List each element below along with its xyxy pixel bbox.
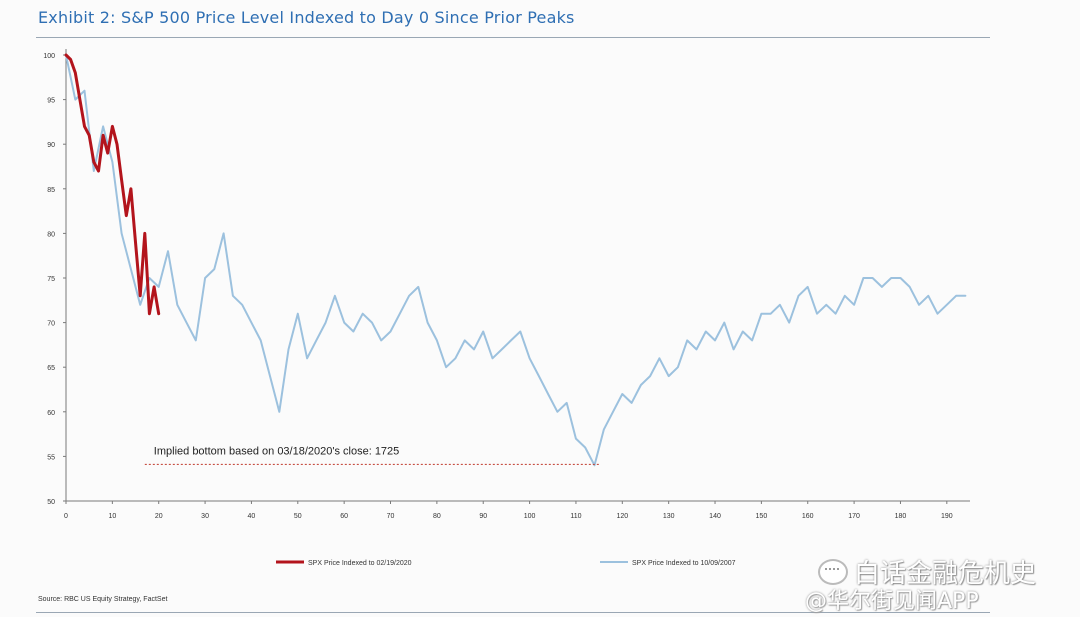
chart-annotations: Implied bottom based on 03/18/2020's clo… bbox=[144, 445, 600, 465]
x-tick-label: 90 bbox=[479, 513, 487, 520]
chart-legend: SPX Price Indexed to 02/19/2020 SPX Price… bbox=[276, 560, 736, 567]
y-tick-label: 75 bbox=[47, 276, 55, 283]
title-divider bbox=[36, 37, 990, 38]
series-line-2008 bbox=[65, 54, 967, 467]
y-tick-label: 95 bbox=[47, 98, 55, 105]
x-tick-label: 70 bbox=[387, 513, 395, 520]
series-line-2020 bbox=[64, 53, 161, 316]
chart-series bbox=[64, 53, 967, 467]
source-note: Source: RBC US Equity Strategy, FactSet bbox=[38, 596, 168, 603]
x-tick-label: 120 bbox=[616, 513, 628, 520]
y-tick-label: 85 bbox=[47, 187, 55, 194]
x-tick-label: 160 bbox=[802, 513, 814, 520]
y-tick-label: 60 bbox=[47, 410, 55, 417]
bottom-divider bbox=[36, 612, 990, 613]
x-tick-label: 80 bbox=[433, 513, 441, 520]
x-tick-label: 40 bbox=[248, 513, 256, 520]
x-tick-label: 10 bbox=[108, 513, 116, 520]
y-tick-label: 65 bbox=[47, 365, 55, 372]
y-tick-label: 80 bbox=[47, 231, 55, 238]
y-tick-label: 50 bbox=[47, 499, 55, 506]
chart-axes: 50 55 60 65 70 75 80 85 90 95 100 0 10 20 30 40 50 60 70 80… bbox=[43, 49, 970, 520]
x-tick-label: 150 bbox=[756, 513, 768, 520]
watermark-handle: @华尔街见闻APP bbox=[805, 589, 979, 614]
y-tick-label: 70 bbox=[47, 321, 55, 328]
y-tick-label: 100 bbox=[43, 53, 55, 60]
chart-title: Exhibit 2: S&P 500 Price Level Indexed t… bbox=[38, 8, 575, 27]
implied-bottom-label: Implied bottom based on 03/18/2020's clo… bbox=[154, 445, 399, 457]
legend-label: SPX Price Indexed to 10/09/2007 bbox=[632, 560, 736, 567]
x-tick-label: 50 bbox=[294, 513, 302, 520]
x-tick-label: 170 bbox=[848, 513, 860, 520]
x-tick-label: 110 bbox=[570, 513, 581, 520]
y-tick-label: 55 bbox=[47, 454, 55, 461]
x-tick-label: 60 bbox=[340, 513, 348, 520]
x-tick-label: 0 bbox=[64, 513, 68, 520]
x-tick-label: 140 bbox=[709, 513, 721, 520]
legend-label: SPX Price Indexed to 02/19/2020 bbox=[308, 560, 412, 567]
x-tick-label: 130 bbox=[663, 513, 675, 520]
x-tick-label: 20 bbox=[155, 513, 163, 520]
x-tick-label: 100 bbox=[524, 513, 536, 520]
chat-bubble-icon bbox=[818, 558, 848, 585]
watermark-text: 白话金融危机史 bbox=[854, 559, 1037, 589]
x-tick-label: 30 bbox=[201, 513, 209, 520]
y-tick-label: 90 bbox=[47, 142, 55, 149]
x-tick-label: 180 bbox=[895, 513, 907, 520]
watermark-brand: 白话金融危机史 bbox=[818, 553, 1036, 590]
x-tick-label: 190 bbox=[941, 513, 953, 520]
